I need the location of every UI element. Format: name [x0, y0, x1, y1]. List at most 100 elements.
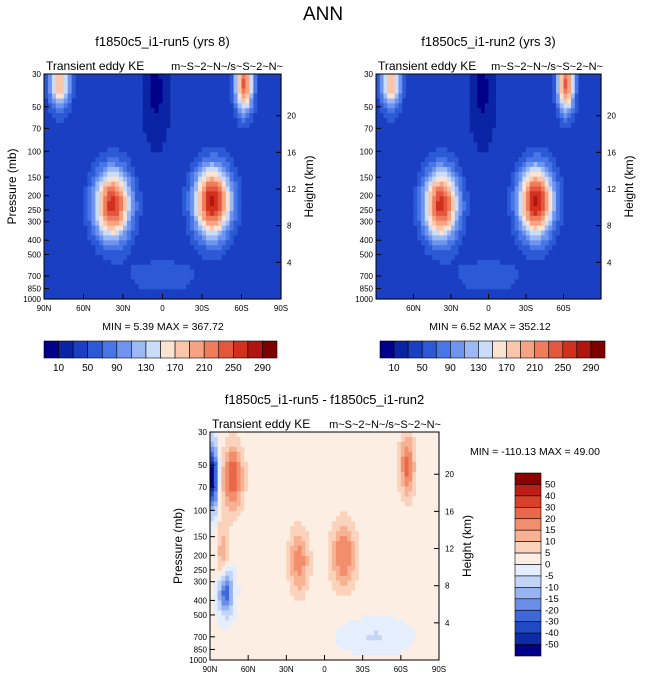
heatmap-cell [511, 171, 516, 178]
heatmap-cell [424, 274, 430, 281]
heatmap-cell [436, 152, 441, 158]
heatmap-cell [481, 230, 486, 237]
heatmap-cell [269, 294, 274, 300]
heatmap-cell [518, 122, 523, 129]
heatmap-cell [277, 279, 282, 285]
heatmap-cell [473, 284, 478, 290]
heatmap-cell [379, 206, 385, 212]
heatmap-cell [481, 162, 486, 168]
heatmap-cell [87, 269, 92, 276]
heatmap-cell [150, 122, 156, 129]
heatmap-cell [213, 78, 219, 85]
heatmap-cell [394, 122, 400, 129]
heatmap-cell [511, 250, 516, 256]
heatmap-cell [166, 235, 171, 241]
heatmap-cell [541, 186, 546, 192]
heatmap-cell [503, 284, 508, 290]
heatmap-cell [387, 74, 392, 80]
heatmap-cell [182, 225, 187, 232]
heatmap-cell [443, 74, 448, 80]
heatmap-cell [402, 127, 407, 134]
heatmap-cell [269, 176, 274, 183]
heatmap-cell [257, 113, 262, 119]
heatmap-cell [413, 78, 418, 85]
heatmap-cell [44, 142, 49, 148]
heatmap-cell [213, 210, 219, 217]
heatmap-cell [83, 162, 89, 168]
heatmap-cell [95, 191, 100, 197]
heatmap-cell [134, 259, 140, 266]
heatmap-cell [245, 269, 250, 276]
heatmap-cell [162, 171, 168, 178]
heatmap-cell [511, 230, 516, 237]
heatmap-cell [492, 230, 497, 237]
heatmap-cell [126, 157, 132, 163]
heatmap-cell [466, 74, 471, 80]
heatmap-cell [55, 225, 61, 232]
heatmap-cell [134, 181, 140, 188]
heatmap-cell [269, 93, 274, 100]
heatmap-cell [443, 201, 448, 207]
heatmap-cell [466, 113, 471, 119]
heatmap-cell [458, 191, 463, 197]
heatmap-cell [237, 78, 243, 85]
heatmap-cell [503, 264, 508, 271]
heatmap-cell [522, 250, 527, 256]
heatmap-cell [79, 289, 85, 295]
heatmap-cell [170, 220, 175, 227]
heatmap-cell [394, 220, 400, 227]
heatmap-cell [488, 210, 493, 217]
heatmap-cell [484, 152, 490, 158]
heatmap-cell [398, 201, 403, 207]
heatmap-cell [552, 83, 557, 90]
heatmap-cell [277, 181, 282, 188]
heatmap-cell [202, 230, 207, 237]
heatmap-cell [209, 259, 215, 266]
heatmap-cell [115, 78, 120, 85]
heatmap-cell [533, 289, 538, 295]
heatmap-cell [182, 103, 187, 109]
heatmap-cell [99, 113, 104, 119]
heatmap-cell [503, 142, 508, 148]
heatmap-cell [205, 250, 211, 256]
heatmap-cell [134, 284, 140, 290]
heatmap-cell [63, 74, 69, 80]
heatmap-cell [59, 220, 65, 227]
heatmap-cell [462, 279, 467, 285]
heatmap-cell [119, 201, 124, 207]
heatmap-cell [194, 284, 199, 290]
heatmap-cell [142, 122, 148, 129]
heatmap-cell [174, 294, 179, 300]
heatmap-cell [261, 83, 266, 90]
heatmap-cell [217, 220, 223, 227]
heatmap-cell [174, 171, 179, 178]
heatmap-cell [466, 108, 471, 114]
heatmap-cell [413, 225, 418, 232]
heatmap-cell [387, 220, 392, 227]
heatmap-cell [107, 157, 112, 163]
heatmap-cell [166, 162, 171, 168]
heatmap-cell [537, 74, 542, 80]
heatmap-cell [67, 186, 73, 192]
heatmap-cell [253, 279, 258, 285]
heatmap-cell [146, 162, 152, 168]
heatmap-cell [170, 113, 175, 119]
heatmap-cell [205, 230, 211, 237]
heatmap-cell [99, 191, 104, 197]
heatmap-cell [103, 171, 108, 178]
heatmap-cell [413, 254, 418, 261]
heatmap-cell [225, 98, 231, 104]
heatmap-cell [541, 88, 546, 95]
heatmap-cell [190, 250, 195, 256]
heatmap-cell [387, 118, 392, 124]
heatmap-cell [541, 83, 546, 90]
heatmap-cell [477, 88, 482, 95]
heatmap-cell [71, 274, 77, 281]
heatmap-cell [91, 171, 96, 178]
heatmap-cell [51, 206, 57, 212]
heatmap-cell [213, 93, 219, 100]
heatmap-cell [379, 294, 385, 300]
heatmap-cell [111, 196, 116, 202]
heatmap-cell [398, 137, 403, 144]
heatmap-cell [229, 78, 235, 85]
